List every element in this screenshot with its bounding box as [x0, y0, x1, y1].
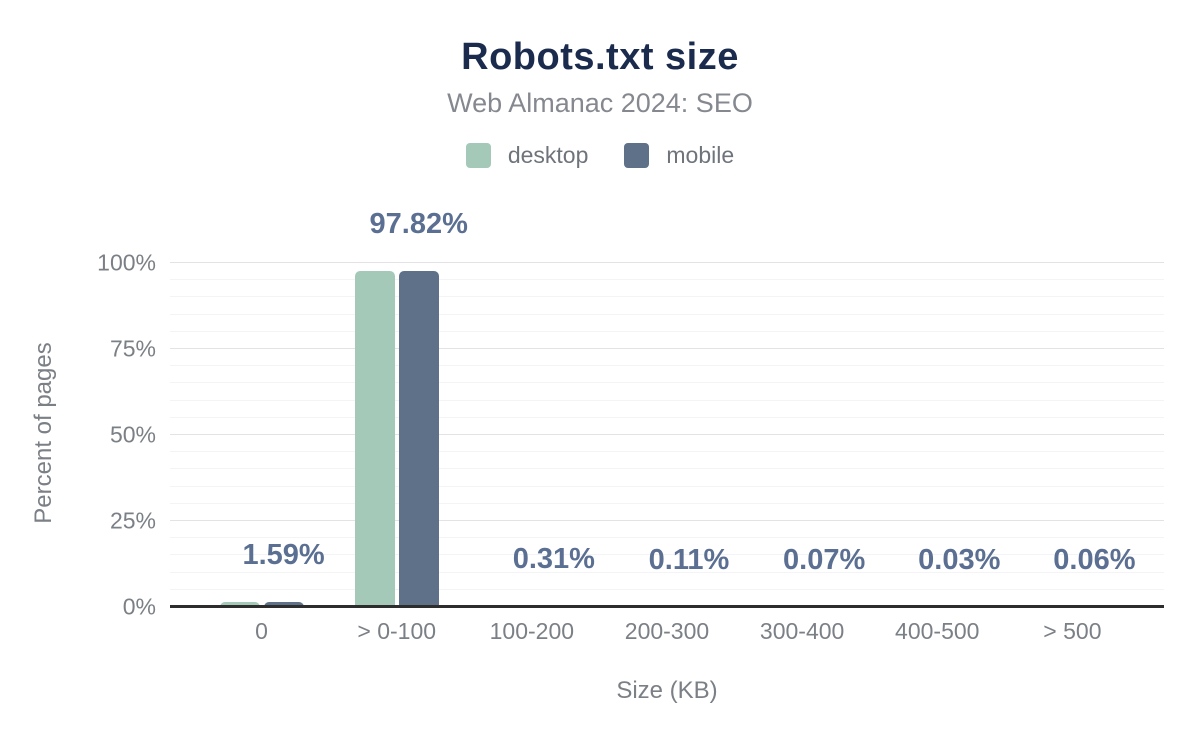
x-tick-label: 400-500 [895, 618, 980, 644]
y-tick-label: 50% [109, 421, 156, 448]
bar-group: 0.06% > 500 [1005, 263, 1140, 644]
x-tick-label: > 500 [1043, 618, 1102, 644]
data-label: 1.59% [242, 538, 325, 571]
bar-group: 0.11% 200-300 [599, 263, 734, 644]
gridline-major [170, 520, 1164, 521]
data-label: 97.82% [369, 207, 468, 240]
x-tick-label: 300-400 [759, 618, 845, 644]
x-axis-title: Size (KB) [616, 677, 718, 704]
gridline-minor [170, 330, 1164, 332]
x-tick-label: 0 [255, 618, 268, 644]
chart-title: Robots.txt size [461, 36, 739, 78]
legend-label-mobile: mobile [666, 142, 735, 168]
gridline-minor [170, 554, 1164, 556]
bar-groups: 1.59% 0 97.82% > 0-100 0.31% 100-200 0.11% 200-… [194, 209, 1140, 644]
legend-item-desktop[interactable]: desktop [465, 142, 589, 169]
gridline-minor [170, 296, 1164, 298]
gridline-minor [170, 502, 1164, 504]
gridline-minor [170, 537, 1164, 539]
legend-swatch-mobile [624, 143, 650, 168]
x-axis-line [170, 605, 1164, 608]
bar-group: 0.03% 400-500 [870, 263, 1005, 644]
gridline-minor [170, 399, 1164, 401]
gridline-minor [170, 588, 1164, 590]
legend-item-mobile[interactable]: mobile [624, 142, 734, 169]
y-tick-label: 75% [109, 335, 156, 362]
legend-swatch-desktop [465, 143, 491, 168]
gridline-minor [170, 416, 1164, 418]
data-label: 0.06% [1053, 543, 1136, 576]
bar-mobile[interactable] [263, 601, 304, 607]
bar-group: 97.82% > 0-100 [329, 209, 468, 644]
gridline-major [170, 434, 1164, 435]
gridline-minor [170, 468, 1164, 470]
chart-subtitle: Web Almanac 2024: SEO [447, 88, 753, 118]
y-tick-label: 0% [122, 593, 156, 620]
data-label: 0.03% [918, 543, 1001, 576]
gridline-minor [170, 451, 1164, 453]
bar-group: 1.59% 0 [194, 263, 329, 644]
data-label: 0.11% [648, 543, 730, 576]
gridline-minor [170, 365, 1164, 367]
x-tick-label: > 0-100 [357, 618, 437, 644]
data-label: 0.07% [783, 543, 866, 576]
bar-group: 0.07% 300-400 [735, 263, 870, 644]
gridline-minor [170, 571, 1164, 573]
gridline-minor [170, 485, 1164, 487]
gridline-major [170, 348, 1164, 349]
bar-mobile[interactable] [398, 270, 439, 607]
data-label: 0.31% [512, 542, 595, 575]
y-tick-label: 25% [109, 507, 156, 534]
x-tick-label: 100-200 [489, 618, 575, 644]
gridline-minor [170, 313, 1164, 315]
bar-desktop[interactable] [354, 270, 395, 607]
legend-label-desktop: desktop [507, 142, 589, 168]
gridline-minor [170, 279, 1164, 281]
x-tick-label: 200-300 [624, 618, 710, 644]
y-tick-label: 100% [97, 249, 156, 276]
bar-desktop[interactable] [219, 601, 260, 607]
legend: desktop mobile [0, 142, 1200, 169]
plot-area: 1.59% 0 97.82% > 0-100 0.31% 100-200 0.11% 200-… [97, 209, 1164, 644]
gridline-minor [170, 382, 1164, 384]
gridline-major [170, 262, 1164, 263]
